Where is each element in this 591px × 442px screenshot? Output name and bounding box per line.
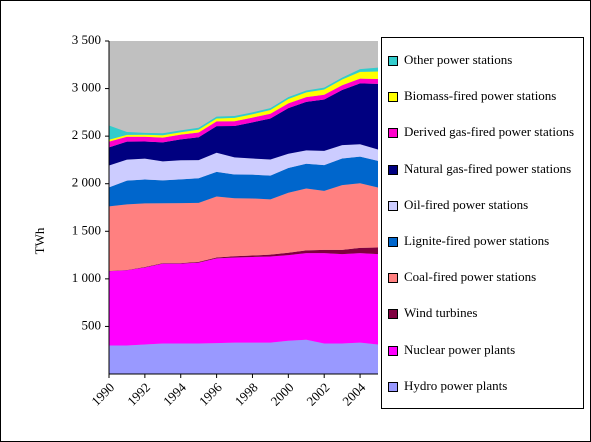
x-tick-label: 2004: [339, 379, 368, 408]
y-tick-label: 2 000: [72, 175, 101, 190]
legend-swatch: [388, 200, 398, 211]
x-tick-label: 1998: [232, 380, 261, 409]
x-tick-label: 1990: [88, 380, 117, 409]
legend-label: Other power stations: [404, 52, 513, 68]
area: [109, 183, 378, 272]
legend-label: Derived gas-fired power stations: [404, 124, 575, 140]
legend-swatch: [388, 56, 398, 67]
legend-swatch: [388, 345, 398, 356]
y-tick-label: 1 000: [72, 270, 101, 285]
legend-item: Lignite-fired power stations: [388, 234, 579, 248]
legend-label: Natural gas-fired power stations: [404, 160, 572, 176]
legend-swatch: [388, 237, 398, 248]
area: [109, 339, 378, 374]
legend-swatch: [388, 381, 398, 392]
legend-item: Hydro power plants: [388, 377, 579, 393]
legend-swatch: [388, 164, 398, 175]
legend-swatch: [388, 273, 398, 284]
x-tick-label: 1994: [160, 379, 189, 408]
legend-label: Oil-fired power stations: [404, 196, 529, 212]
legend-swatch: [388, 128, 398, 139]
legend-label: Nuclear power plants: [404, 341, 516, 357]
legend: Other power stations Biomass-fired power …: [381, 37, 584, 409]
legend-item: Derived gas-fired power stations: [388, 125, 579, 139]
area: [109, 144, 378, 188]
legend-item: Nuclear power plants: [388, 341, 579, 357]
y-tick-label: 2 500: [72, 127, 101, 142]
legend-item: Oil-fired power stations: [388, 196, 579, 212]
area: [109, 71, 378, 142]
area: [109, 253, 378, 346]
y-axis-title: TWh: [32, 227, 47, 254]
legend-item: Other power stations: [388, 53, 579, 67]
y-tick-label: 500: [82, 317, 102, 332]
area: [109, 83, 378, 166]
legend-label: Wind turbines: [404, 305, 478, 321]
area: [109, 78, 378, 148]
x-tick-label: 2002: [303, 380, 332, 409]
x-tick-label: 1992: [124, 380, 153, 409]
legend-label: Lignite-fired power stations: [404, 233, 550, 249]
area: [109, 247, 378, 272]
legend-swatch: [388, 309, 398, 320]
x-tick-label: 1996: [196, 379, 225, 408]
y-tick-label: 3 500: [72, 32, 101, 47]
y-tick-label: 1 500: [72, 222, 101, 237]
x-tick-label: 2000: [268, 380, 297, 409]
area: [109, 156, 378, 207]
legend-item: Coal-fired power stations: [388, 270, 579, 284]
legend-item: Biomass-fired power stations: [388, 89, 579, 103]
legend-label: Biomass-fired power stations: [404, 88, 557, 104]
y-tick-label: 3 000: [72, 80, 101, 95]
area: [109, 67, 378, 140]
legend-item: Natural gas-fired power stations: [388, 160, 579, 176]
legend-label: Coal-fired power stations: [404, 269, 537, 285]
legend-label: Hydro power plants: [404, 377, 508, 393]
legend-item: Wind turbines: [388, 306, 579, 320]
legend-swatch: [388, 92, 398, 103]
